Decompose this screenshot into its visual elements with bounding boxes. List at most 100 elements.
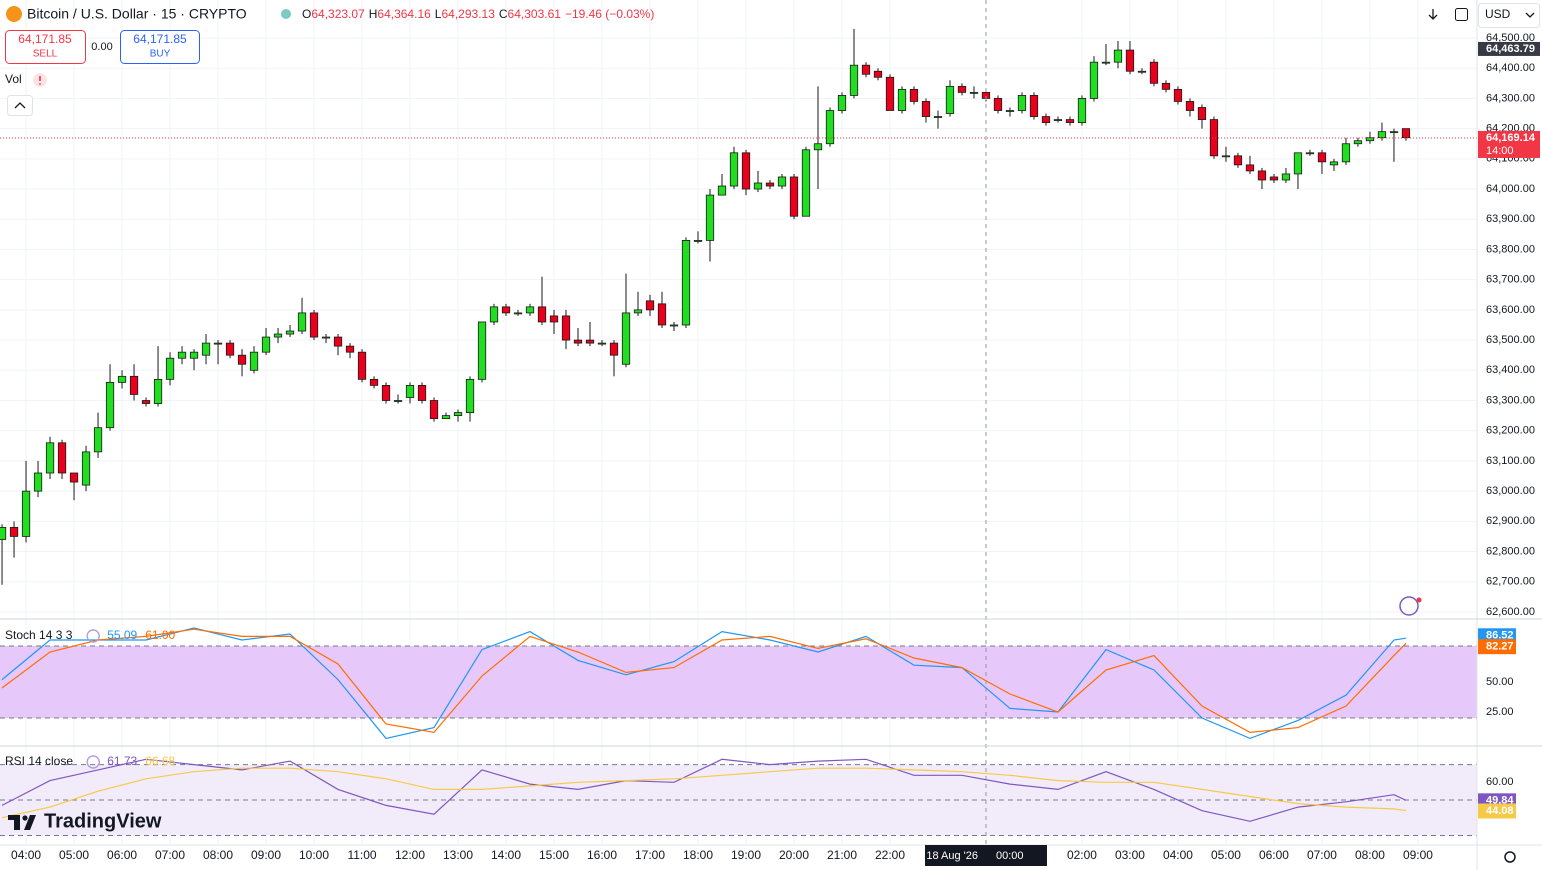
candle-body <box>429 400 439 420</box>
buy-button[interactable] <box>120 30 200 64</box>
time-tick-label: 07:00 <box>155 848 185 862</box>
candle-body <box>1317 152 1327 163</box>
indicator-legend-value: 66.68 <box>145 754 175 768</box>
time-tick-label: 02:00 <box>1067 848 1097 862</box>
collapse-button[interactable] <box>7 95 33 116</box>
candle-body <box>81 451 91 486</box>
price-tick-label: 62,700.00 <box>1486 576 1535 588</box>
time-tick-label: 14:00 <box>491 848 521 862</box>
price-marker-label: 64,463.79 <box>1486 43 1535 55</box>
marks <box>0 0 1477 845</box>
candle-body <box>837 95 847 111</box>
candle-body <box>105 381 115 429</box>
spread: 0.00 <box>91 41 112 53</box>
price-tick-label: 62,800.00 <box>1486 545 1535 557</box>
price-tick-label: 64,300.00 <box>1486 92 1535 104</box>
volume-label: Vol <box>5 72 22 86</box>
candle-body <box>897 88 907 111</box>
candle-body <box>1149 61 1159 84</box>
candle-body <box>1077 98 1087 123</box>
candle-body <box>249 351 259 371</box>
candle-body <box>117 375 127 383</box>
indicator-value-box <box>1478 803 1516 819</box>
indicator-value-label: 44.08 <box>1486 805 1514 817</box>
candle-body <box>1377 131 1387 139</box>
candle-body <box>9 526 19 537</box>
candle-body <box>657 303 667 326</box>
btc-icon <box>6 6 22 22</box>
collapse-icon <box>14 102 26 109</box>
candle-body <box>921 101 931 117</box>
price-marker-label: 64,169.14 <box>1486 132 1536 144</box>
indicator-legend-value: 55.09 <box>107 628 137 642</box>
time-tick-label: 08:00 <box>203 848 233 862</box>
candle-body <box>321 336 331 339</box>
logo-icon <box>22 815 28 821</box>
time-tick-label: 12:00 <box>395 848 425 862</box>
candle-body <box>825 110 835 145</box>
crosshair-time: 00:00 <box>996 850 1024 862</box>
time-tick-label: 09:00 <box>1403 848 1433 862</box>
time-tick-label: 17:00 <box>635 848 665 862</box>
bands <box>0 645 1477 836</box>
candle-body <box>309 312 319 338</box>
candle-body <box>237 354 247 365</box>
candle-body <box>141 400 151 404</box>
time-tick-label: 05:00 <box>1211 848 1241 862</box>
sell-button[interactable] <box>5 30 86 64</box>
settings-icon[interactable] <box>1504 851 1516 863</box>
time-tick-label: 19:00 <box>731 848 761 862</box>
time-tick-label: 04:00 <box>1163 848 1193 862</box>
price-tick-label: 63,900.00 <box>1486 213 1535 225</box>
candle-body <box>1209 119 1219 157</box>
alert-dot <box>1416 597 1422 603</box>
candle-body <box>1365 137 1375 142</box>
currency: USD <box>1485 7 1511 21</box>
dropdown-icon <box>1525 12 1535 18</box>
time-tick-label: 05:00 <box>59 848 89 862</box>
indicator-tick-label: 50.00 <box>1486 676 1514 688</box>
candle-body <box>1353 140 1363 145</box>
price-marker <box>1478 130 1540 158</box>
indicator-settings <box>86 629 100 643</box>
candle-body <box>537 306 547 323</box>
candle-body <box>729 152 739 187</box>
candle-body <box>261 336 271 353</box>
market-status[interactable] <box>281 9 291 19</box>
candle-body <box>381 384 391 401</box>
candle-body <box>669 324 679 327</box>
candle-body <box>573 339 583 344</box>
candle-body <box>549 315 559 323</box>
candle-body <box>957 85 967 93</box>
buy-price: 64,171.85 <box>133 32 187 46</box>
price-tick-label: 63,100.00 <box>1486 455 1535 467</box>
candle-body <box>621 312 631 365</box>
candle-body <box>1341 143 1351 163</box>
candle-body <box>477 321 487 380</box>
time-tick-label: 11:00 <box>347 848 376 862</box>
fullscreen-button[interactable] <box>1455 8 1468 21</box>
symbol-title: Bitcoin / U.S. Dollar · 15 · CRYPTO <box>27 6 247 22</box>
price-marker <box>1478 41 1540 56</box>
alert-icon[interactable] <box>1399 596 1419 616</box>
price-tick-label: 63,200.00 <box>1486 425 1535 437</box>
price-tick-label: 63,800.00 <box>1486 243 1535 255</box>
candle-body <box>1185 101 1195 111</box>
indicator-tick-label: 25.00 <box>1486 706 1514 718</box>
time-tick-label: 06:00 <box>1259 848 1289 862</box>
candle-body <box>1125 49 1135 72</box>
candle-body <box>849 64 859 96</box>
price-tick-label: 63,700.00 <box>1486 274 1535 286</box>
buy-label: BUY <box>150 49 171 60</box>
currency-select[interactable] <box>1478 3 1540 28</box>
candle-body <box>345 345 355 353</box>
candle-body <box>453 412 463 417</box>
candle-body <box>525 306 535 314</box>
candle-body <box>57 442 67 474</box>
candle-body <box>69 472 79 483</box>
candle-body <box>1197 107 1207 120</box>
indicator-value-label: 82.27 <box>1486 641 1514 653</box>
candle-body <box>1029 95 1039 117</box>
indicator-value-label: 86.52 <box>1486 630 1514 642</box>
